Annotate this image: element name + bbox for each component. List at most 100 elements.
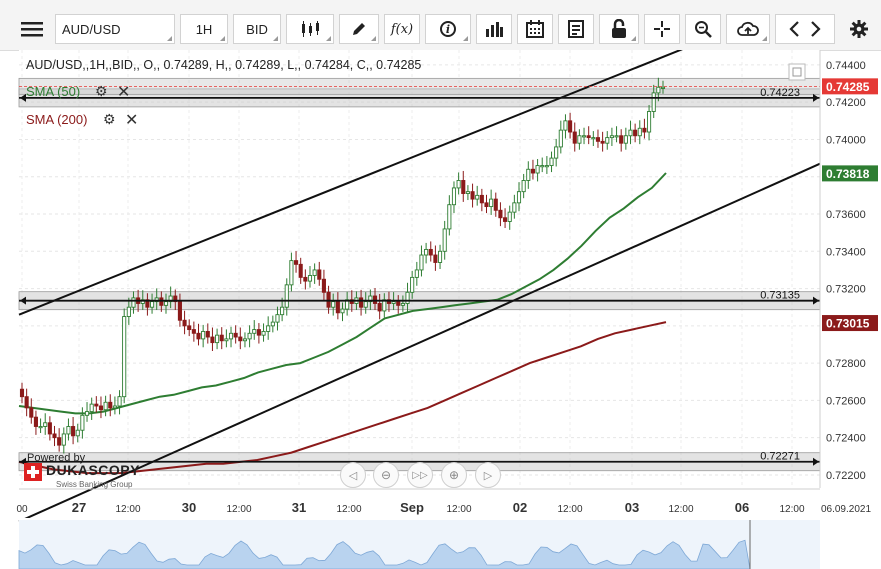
info-icon: i	[440, 21, 456, 37]
hamburger-menu-icon[interactable]	[14, 14, 50, 44]
candle-body	[29, 407, 34, 418]
candle-body	[126, 306, 131, 317]
sma200-legend-label: SMA (200)	[26, 112, 88, 127]
candle-body	[619, 135, 624, 144]
candle-body	[428, 248, 433, 256]
candle-body	[150, 301, 155, 308]
candle-body	[456, 180, 461, 189]
settings-button[interactable]	[842, 14, 876, 44]
toolbar: AUD/USD 1H BID f(x) i	[0, 0, 881, 51]
candle-body	[558, 129, 563, 148]
level-value-label: 0.72271	[760, 451, 800, 463]
candle-body	[372, 295, 378, 304]
candle-body	[465, 191, 470, 194]
powered-by-text: Powered by	[27, 452, 86, 464]
x-tick-label: 12:00	[446, 504, 471, 515]
x-tick-label: 31	[292, 500, 306, 515]
candle-body	[461, 180, 466, 194]
candle-body	[660, 86, 666, 89]
price-side-label: BID	[246, 21, 268, 37]
candle-body	[396, 301, 401, 306]
candle-body	[535, 165, 540, 174]
x-tick-label: 02	[513, 500, 527, 515]
price-side-selector[interactable]: BID	[233, 14, 281, 44]
lock-button[interactable]	[599, 14, 639, 44]
brand-name: DUKASCOPY	[46, 462, 140, 478]
upper-channel-line[interactable]	[18, 50, 820, 316]
candle-body	[247, 332, 252, 340]
candle-body	[177, 301, 182, 321]
zoom-icon	[695, 21, 712, 38]
sma200-close-icon[interactable]: ✕	[125, 112, 139, 129]
sma200-badge-bg	[822, 315, 878, 332]
price-axis[interactable]: 0.744000.742000.740000.738000.736000.734…	[819, 50, 878, 488]
candle-body	[228, 332, 234, 340]
candle-body	[215, 334, 220, 344]
info-button[interactable]: i	[425, 14, 471, 44]
candle-body	[57, 437, 62, 446]
zoom-button[interactable]	[685, 14, 721, 44]
candle-body	[591, 137, 596, 140]
level-lines[interactable]: 0.74223 0.73135 0.72271	[19, 85, 820, 466]
zoom-in-button[interactable]: ⊕	[441, 462, 467, 488]
current-price-badge-bg	[822, 78, 878, 95]
timeframe-selector[interactable]: 1H	[180, 14, 228, 44]
zoom-out-button[interactable]: ⊖	[373, 462, 399, 488]
chart-type-button[interactable]	[286, 14, 334, 44]
candle-body	[108, 401, 113, 409]
drawing-tools-button[interactable]	[339, 14, 379, 44]
candle-body	[154, 297, 159, 303]
volume-button[interactable]	[476, 14, 512, 44]
candle-body	[419, 254, 424, 271]
indicators-button[interactable]: f(x)	[384, 14, 420, 44]
candle-body	[386, 299, 391, 304]
candle-body	[554, 146, 559, 159]
candle-body	[410, 276, 415, 293]
symbol-selector[interactable]: AUD/USD	[55, 14, 175, 44]
candle-body	[414, 269, 419, 278]
candle-body	[405, 291, 410, 304]
candle-body	[112, 405, 117, 409]
candle-body	[140, 299, 145, 304]
calendar-button[interactable]	[517, 14, 553, 44]
chevron-right-icon[interactable]	[805, 20, 825, 38]
scroll-left-button[interactable]: ◁	[340, 462, 366, 488]
pencil-icon	[353, 23, 365, 35]
candle-body	[363, 301, 368, 308]
candle-body	[159, 297, 164, 306]
candle-body	[572, 131, 577, 144]
popout-icon-inner	[792, 67, 802, 77]
candle-body	[544, 165, 549, 168]
report-button[interactable]	[558, 14, 594, 44]
reset-view-button[interactable]: ▷▷	[407, 462, 433, 488]
sma50-settings-gear-icon[interactable]: ⚙	[95, 83, 108, 99]
candle-body	[605, 137, 610, 144]
chevron-left-icon[interactable]	[785, 20, 805, 38]
upload-button[interactable]	[726, 14, 770, 44]
y-tick-label: 0.74000	[826, 134, 866, 146]
time-axis[interactable]: 00 27 12:00 30 12:00 31 12:00 Sep 12:00 02 12:00 03…	[16, 488, 871, 515]
lock-icon	[612, 19, 626, 38]
candles	[19, 77, 666, 454]
candle-body	[205, 330, 210, 338]
triangle-left-icon: ◁	[348, 469, 358, 482]
candle-body	[201, 330, 206, 340]
navigator[interactable]	[18, 518, 820, 569]
candle-body	[382, 299, 387, 312]
candle-body	[321, 278, 326, 293]
sma50-close-icon[interactable]: ✕	[117, 84, 131, 101]
sma200-badge-label: 0.73015	[826, 317, 870, 331]
candle-body	[563, 120, 568, 131]
scroll-right-button[interactable]: ▷	[475, 462, 501, 488]
x-tick-label: 06.09.2021	[821, 504, 871, 515]
candle-body	[182, 319, 187, 327]
sma200-settings-gear-icon[interactable]: ⚙	[103, 111, 116, 127]
candle-body	[335, 301, 340, 314]
popout-icon[interactable]	[788, 63, 806, 81]
level-arrow-left-icon	[20, 296, 26, 305]
candle-body	[289, 260, 294, 286]
x-tick-label: 12:00	[226, 504, 251, 515]
price-chart[interactable]: 0.74223 0.73135 0.72271 0.74400 0.74200 0.74…	[0, 50, 881, 569]
candle-body	[252, 329, 257, 334]
crosshair-button[interactable]	[644, 14, 680, 44]
